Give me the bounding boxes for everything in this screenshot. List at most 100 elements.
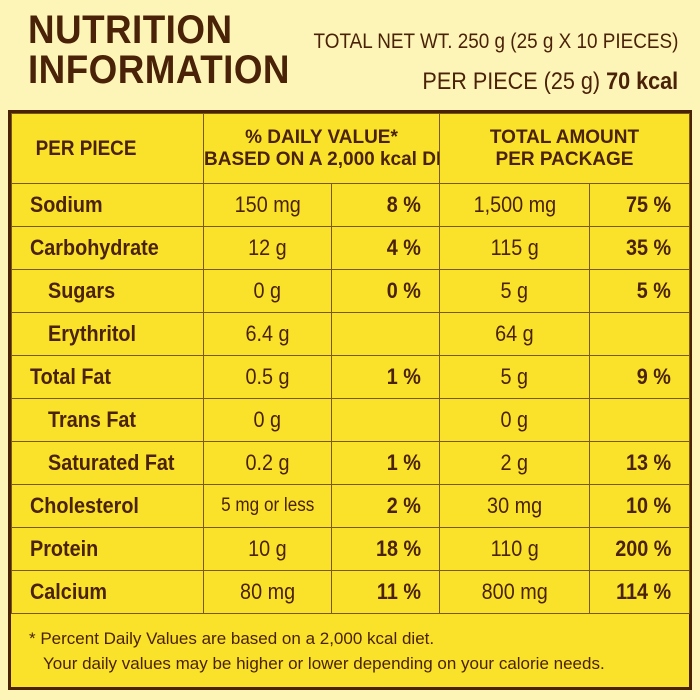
table-row: Trans Fat 0 g 0 g — [11, 398, 691, 442]
nutrient-name: Sodium — [11, 183, 204, 227]
table-header-row: PER PIECE % DAILY VALUE* BASED ON A 2,00… — [11, 113, 691, 184]
nutrient-name: Saturated Fat — [11, 441, 204, 485]
daily-value-header: % DAILY VALUE* BASED ON A 2,000 kcal DIE… — [203, 113, 440, 184]
daily-value-percent-text: 0 % — [386, 278, 421, 303]
nutrient-name: Protein — [11, 527, 204, 571]
package-daily-value-percent: 13 % — [588, 441, 691, 485]
nutrient-name-text: Cholesterol — [30, 493, 139, 518]
daily-value-percent — [331, 398, 440, 442]
footnote: * Percent Daily Values are based on a 2,… — [11, 613, 689, 687]
nutrition-table: PER PIECE % DAILY VALUE* BASED ON A 2,00… — [11, 113, 691, 614]
package-daily-value-percent: 75 % — [588, 183, 691, 227]
table-row: Protein 10 g 18 % 110 g 200 % — [11, 527, 691, 571]
package-total-amount-text: 5 g — [500, 364, 529, 389]
nutrition-table-frame: PER PIECE % DAILY VALUE* BASED ON A 2,00… — [8, 110, 692, 690]
per-piece-amount-text: 0 g — [253, 407, 282, 432]
label-title: NUTRITION INFORMATION — [28, 10, 290, 90]
package-total-amount: 800 mg — [439, 570, 590, 614]
daily-value-percent: 1 % — [331, 441, 440, 485]
daily-value-percent — [331, 312, 440, 356]
package-total-amount: 110 g — [439, 527, 590, 571]
per-piece-amount-text: 0 g — [253, 278, 282, 303]
nutrient-name-text: Sugars — [48, 278, 116, 303]
nutrient-rows: Sodium 150 mg 8 % 1,500 mg 75 % Carbohydrate 1… — [11, 183, 691, 614]
per-piece-amount: 150 mg — [203, 183, 332, 227]
daily-value-percent: 1 % — [331, 355, 440, 399]
nutrient-name-text: Protein — [30, 536, 99, 561]
nutrient-name: Sugars — [11, 269, 204, 313]
package-total-amount-text: 64 g — [495, 321, 534, 346]
nutrient-name-text: Calcium — [30, 579, 108, 604]
package-daily-value-percent: 9 % — [588, 355, 691, 399]
daily-value-percent-text: 18 % — [375, 536, 421, 561]
package-total-amount: 30 mg — [439, 484, 590, 528]
nutrient-name: Carbohydrate — [11, 226, 204, 270]
table-row: Erythritol 6.4 g 64 g — [11, 312, 691, 356]
daily-value-percent-text: 1 % — [386, 450, 421, 475]
package-daily-value-percent-text: 200 % — [614, 536, 672, 561]
package-total-amount: 2 g — [439, 441, 590, 485]
per-piece-header: PER PIECE — [11, 113, 204, 184]
package-total-amount-text: 1,500 mg — [473, 192, 556, 217]
nutrient-name: Trans Fat — [11, 398, 204, 442]
package-total-amount-text: 2 g — [500, 450, 529, 475]
per-piece-amount-text: 0.5 g — [245, 364, 290, 389]
nutrient-name-text: Erythritol — [48, 321, 137, 346]
package-daily-value-percent-text: 35 % — [625, 235, 672, 260]
per-piece-amount-text: 150 mg — [234, 192, 301, 217]
table-row: Sodium 150 mg 8 % 1,500 mg 75 % — [11, 183, 691, 227]
package-daily-value-percent-text: 13 % — [625, 450, 672, 475]
package-total-amount: 115 g — [439, 226, 590, 270]
label-header: NUTRITION INFORMATION TOTAL NET WT. 250 … — [0, 0, 700, 110]
daily-value-percent-text: 4 % — [386, 235, 421, 260]
footnote-line-1: * Percent Daily Values are based on a 2,… — [29, 629, 435, 648]
package-daily-value-percent — [588, 312, 691, 356]
nutrient-name: Calcium — [11, 570, 204, 614]
package-daily-value-percent: 5 % — [588, 269, 691, 313]
per-piece-amount-text: 80 mg — [239, 579, 296, 604]
daily-value-percent-text: 8 % — [386, 192, 421, 217]
package-daily-value-percent: 35 % — [588, 226, 691, 270]
per-piece-amount-text: 6.4 g — [245, 321, 290, 346]
table-row: Carbohydrate 12 g 4 % 115 g 35 % — [11, 226, 691, 270]
daily-value-percent: 0 % — [331, 269, 440, 313]
per-piece-amount-text: 10 g — [248, 536, 287, 561]
net-weight: TOTAL NET WT. 250 g (25 g X 10 PIECES) — [313, 30, 678, 53]
daily-value-percent: 11 % — [331, 570, 440, 614]
package-total-amount-text: 5 g — [500, 278, 529, 303]
package-total-amount-text: 110 g — [490, 536, 539, 561]
total-amount-header: TOTAL AMOUNT PER PACKAGE — [438, 113, 691, 184]
package-total-amount: 5 g — [439, 355, 590, 399]
table-row: Cholesterol 5 mg or less 2 % 30 mg 10 % — [11, 484, 691, 528]
per-piece-amount-text: 5 mg or less — [220, 495, 315, 516]
nutrient-name: Total Fat — [11, 355, 204, 399]
package-daily-value-percent: 10 % — [588, 484, 691, 528]
package-total-amount: 0 g — [439, 398, 590, 442]
package-daily-value-percent-text: 75 % — [625, 192, 672, 217]
nutrient-name-text: Total Fat — [30, 364, 112, 389]
table-row: Total Fat 0.5 g 1 % 5 g 9 % — [11, 355, 691, 399]
daily-value-percent: 4 % — [331, 226, 440, 270]
package-total-amount-text: 800 mg — [481, 579, 548, 604]
nutrient-name: Erythritol — [11, 312, 204, 356]
per-piece-prefix: PER PIECE (25 g) — [422, 68, 600, 95]
total-amount-header-line1: TOTAL AMOUNT — [489, 126, 640, 148]
nutrient-name-text: Saturated Fat — [48, 450, 175, 475]
package-total-amount: 5 g — [439, 269, 590, 313]
per-piece-amount-text: 12 g — [248, 235, 287, 260]
daily-value-percent: 2 % — [331, 484, 440, 528]
daily-value-percent-text: 1 % — [386, 364, 421, 389]
table-row: Saturated Fat 0.2 g 1 % 2 g 13 % — [11, 441, 691, 485]
per-piece-amount: 0 g — [203, 398, 332, 442]
package-total-amount-text: 30 mg — [486, 493, 543, 518]
total-amount-header-line2: PER PACKAGE — [495, 148, 634, 170]
per-piece-kcal: 70 kcal — [605, 68, 678, 95]
package-total-amount-text: 0 g — [500, 407, 529, 432]
package-daily-value-percent-text: 9 % — [636, 364, 672, 389]
per-piece-amount: 0.2 g — [203, 441, 332, 485]
nutrient-name-text: Trans Fat — [48, 407, 137, 432]
table-row: Calcium 80 mg 11 % 800 mg 114 % — [11, 570, 691, 614]
per-piece-amount: 12 g — [203, 226, 332, 270]
per-piece-amount: 6.4 g — [203, 312, 332, 356]
package-daily-value-percent-text: 114 % — [615, 579, 672, 604]
